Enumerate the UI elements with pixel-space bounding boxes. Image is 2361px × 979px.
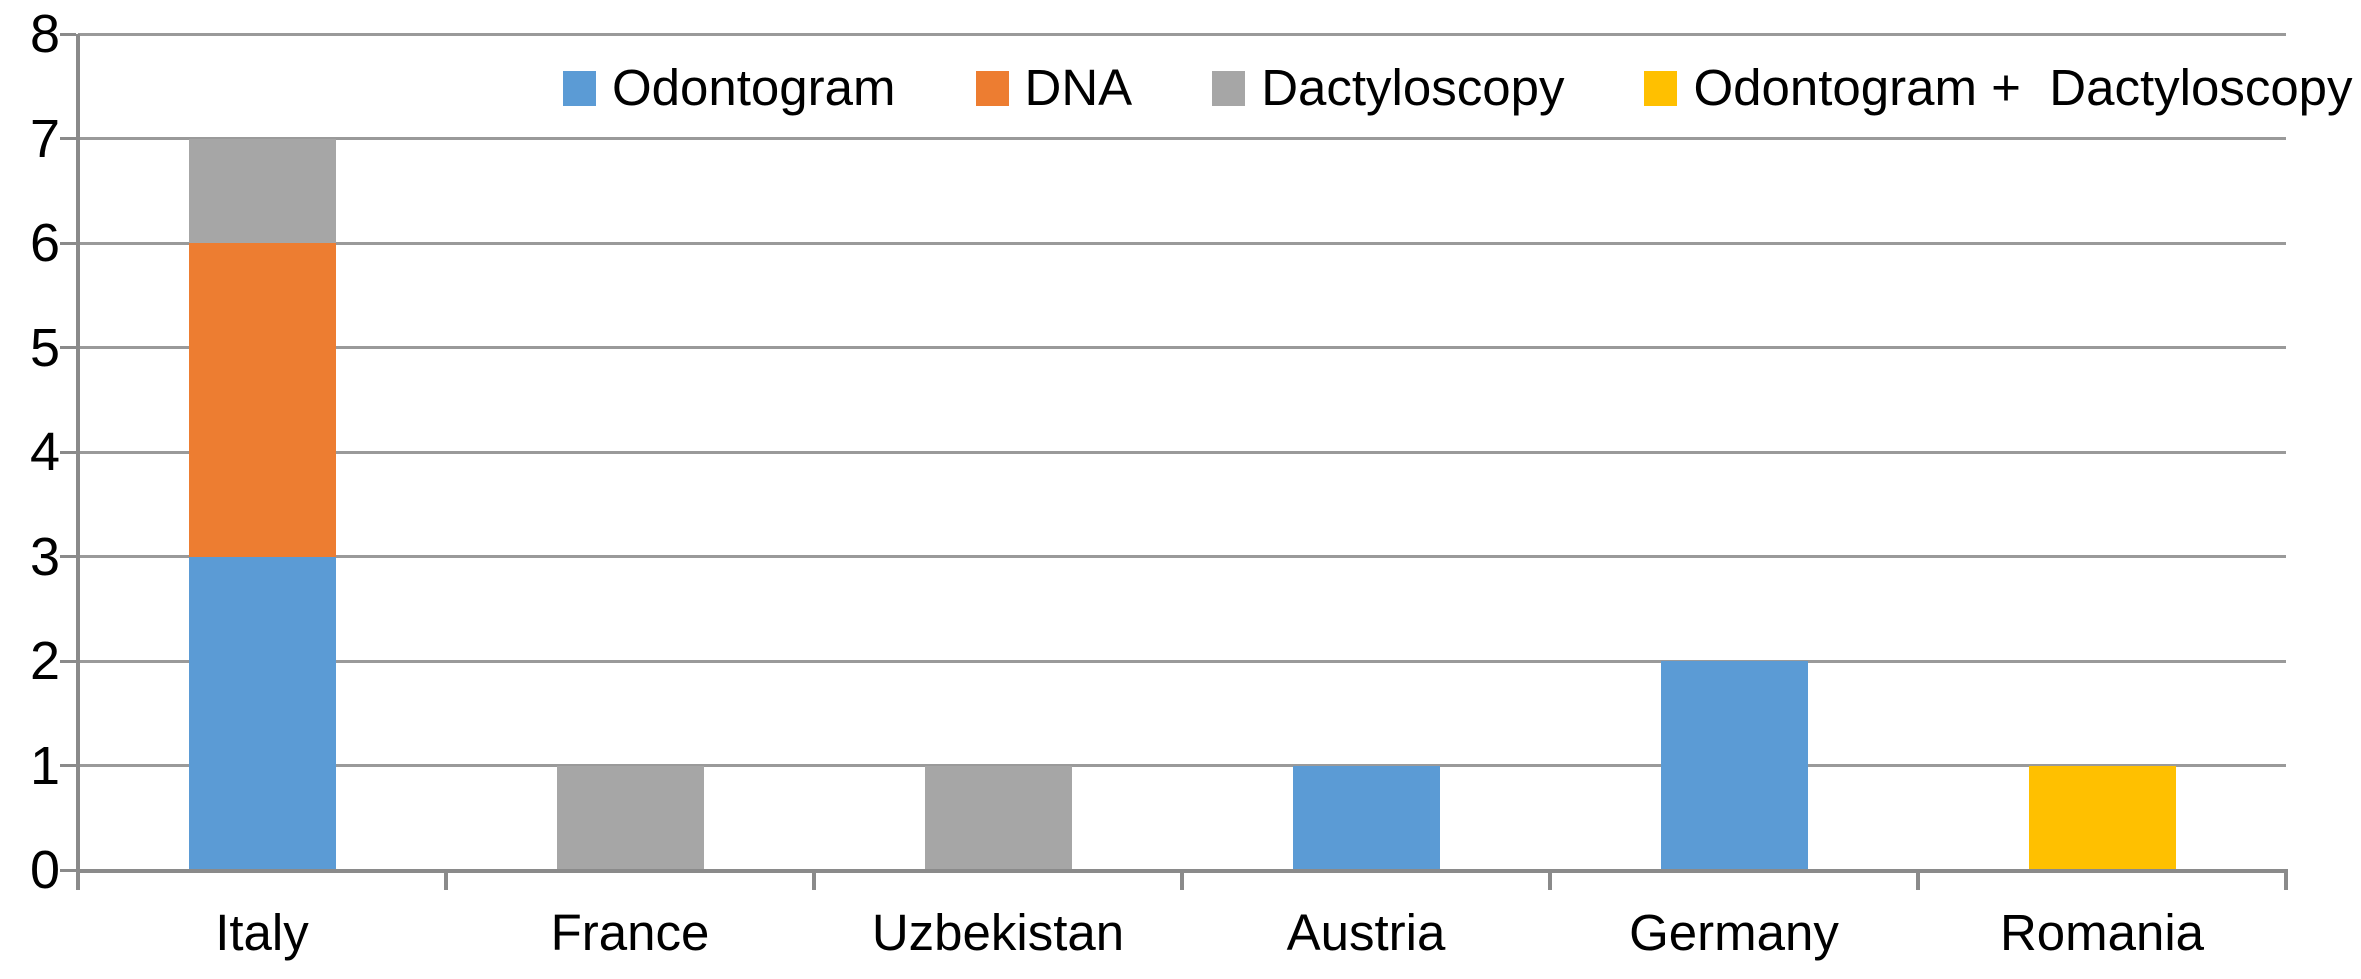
bar-segment-austria-odontogram [1292, 765, 1440, 870]
gridline-y3 [78, 555, 2286, 558]
x-tick-4 [1548, 871, 1552, 890]
legend-label-odontogram: Odontogram [612, 59, 896, 116]
x-axis-label-romania: Romania [1999, 904, 2205, 961]
x-axis-label-italy: Italy [215, 904, 309, 961]
bar-segment-germany-odontogram [1660, 661, 1808, 870]
y-axis-label-8: 8 [29, 4, 60, 64]
y-tick-6 [60, 241, 76, 245]
x-axis-label-austria: Austria [1286, 904, 1446, 961]
legend-swatch-dactyloscopy-icon [1212, 70, 1246, 106]
y-tick-3 [60, 555, 76, 558]
x-tick-6 [2284, 871, 2288, 890]
y-axis-label-3: 3 [29, 526, 60, 587]
y-axis-label-2: 2 [29, 631, 60, 691]
gridline-y2 [78, 659, 2286, 663]
y-axis-label-0: 0 [29, 840, 60, 900]
bar-segment-uzbekistan-dactyloscopy [924, 765, 1072, 870]
y-axis-label-1: 1 [29, 735, 60, 796]
y-axis-label-6: 6 [29, 213, 60, 273]
y-tick-1 [60, 764, 76, 767]
y-tick-2 [60, 659, 76, 663]
legend: Odontogram DNA Dactyloscopy Odontogram + Da… [563, 55, 2353, 121]
x-tick-5 [1916, 871, 1920, 890]
bar-segment-france-dactyloscopy [556, 765, 704, 870]
y-tick-8 [60, 32, 76, 36]
legend-item-dactyloscopy: Dactyloscopy [1212, 58, 1564, 118]
x-tick-1 [444, 871, 448, 890]
x-tick-3 [1180, 871, 1184, 890]
legend-item-odontogram-dactyloscopy: Odontogram + Dactyloscopy [1644, 58, 2353, 118]
y-axis [76, 34, 80, 890]
legend-item-dna: DNA [975, 58, 1133, 118]
gridline-y4 [78, 450, 2286, 454]
legend-label-odontogram-dactyloscopy: Odontogram + Dactyloscopy [1693, 59, 2353, 116]
y-tick-0 [60, 868, 76, 872]
gridline-y1 [78, 764, 2286, 767]
gridline-y7 [78, 137, 2286, 140]
legend-swatch-odontogram-icon [563, 70, 596, 106]
y-tick-4 [60, 450, 76, 454]
x-axis-label-germany: Germany [1629, 904, 1839, 961]
gridline-y6 [78, 241, 2286, 245]
y-tick-5 [60, 346, 76, 349]
gridline-y8 [78, 32, 2286, 36]
gridline-y5 [78, 346, 2286, 349]
y-axis-label-7: 7 [29, 108, 60, 169]
bar-segment-italy-dactyloscopy [188, 138, 336, 243]
y-axis-label-5: 5 [29, 317, 60, 378]
x-axis-label-france: France [550, 904, 710, 961]
legend-label-dactyloscopy: Dactyloscopy [1261, 59, 1565, 116]
legend-label-dna: DNA [1024, 59, 1133, 116]
x-tick-0 [76, 871, 80, 890]
y-tick-7 [60, 137, 76, 140]
y-axis-label-4: 4 [29, 422, 60, 482]
legend-swatch-odontogram-dactyloscopy-icon [1644, 70, 1678, 106]
x-axis-label-uzbekistan: Uzbekistan [871, 904, 1125, 961]
bar-segment-italy-odontogram [188, 556, 336, 870]
legend-item-odontogram: Odontogram [563, 58, 896, 118]
legend-swatch-dna-icon [975, 70, 1009, 106]
bar-segment-italy-dna [188, 243, 336, 557]
x-tick-2 [812, 871, 816, 890]
bar-segment-romania-odontogram-dactyloscopy [2028, 765, 2176, 870]
